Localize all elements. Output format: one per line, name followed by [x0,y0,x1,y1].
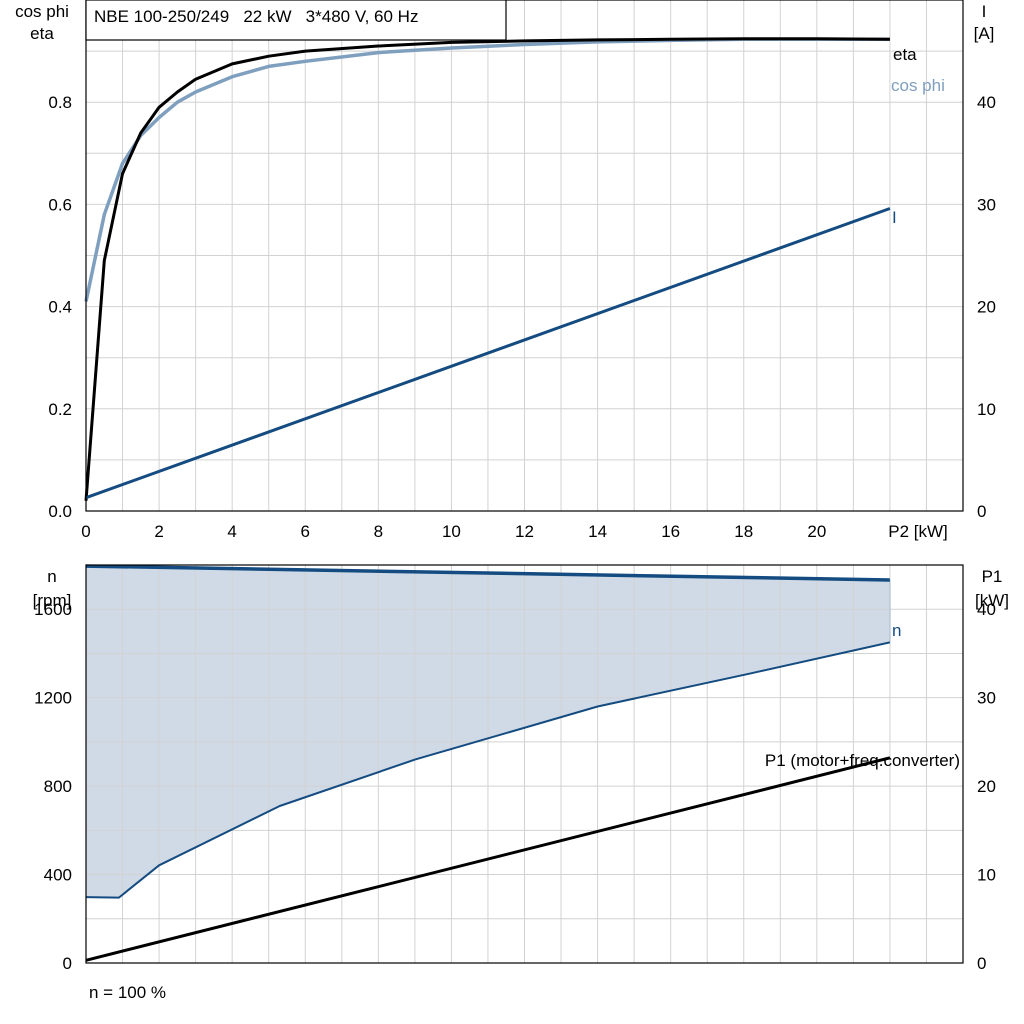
bottom-grid [86,565,963,963]
y-left-tick-label: 0.8 [48,93,72,112]
x-tick-label: 10 [442,522,461,541]
right-axis-unit-p1: [kW] [975,591,1009,610]
top-grid [86,0,963,511]
right-axis-title-p1: P1 [982,567,1003,586]
top-series [84,37,891,501]
top-tick-labels: 0 2 4 6 8 10 12 14 16 18 20 0.0 0.2 0.4 0.6 0.8 0 10 20 30 4… [48,93,996,541]
y-left-tick-label: 0.4 [48,298,72,317]
speed-tick-label: 1600 [34,600,72,619]
p1-curve [85,756,891,962]
top-panel: NBE 100-250/249 22 kW 3*480 V, 60 Hz cos… [15,0,996,541]
x-tick-label: 8 [374,522,383,541]
bottom-panel: n [rpm] P1 [kW] 0 400 800 1200 1600 0 10 20 30 40… [33,564,1009,1002]
series-label-eta: eta [893,45,917,64]
y-right-tick-label: 30 [977,195,996,214]
speed-tick-label: 0 [63,954,72,973]
p1-tick-label: 30 [977,689,996,708]
left-axis-title-cosphi: cos phi [15,2,69,21]
right-axis-unit-current: [A] [974,24,995,43]
y-left-tick-label: 0.2 [48,400,72,419]
x-tick-label: 6 [301,522,310,541]
bottom-series [85,564,891,962]
bottom-plot-frame [85,564,964,964]
y-right-tick-label: 10 [977,400,996,419]
title-box [85,0,507,41]
series-label-cosphi: cos phi [891,76,945,95]
x-tick-label: 2 [154,522,163,541]
speed-min-curve [85,641,891,899]
speed-tick-label: 800 [44,777,72,796]
p1-tick-label: 10 [977,866,996,885]
x-tick-label: 4 [227,522,236,541]
x-tick-label: 12 [515,522,534,541]
left-axis-unit-speed: [rpm] [33,591,72,610]
current-curve [85,207,891,500]
chart-title: NBE 100-250/249 22 kW 3*480 V, 60 Hz [94,7,418,26]
y-right-tick-label: 0 [977,502,986,521]
speed-max-curve [85,564,890,582]
top-plot-frame [85,0,964,512]
p1-tick-label: 40 [977,600,996,619]
left-axis-title-speed: n [47,567,56,586]
x-tick-label: 18 [734,522,753,541]
x-tick-label: 20 [807,522,826,541]
eta-curve [84,37,890,501]
series-label-p1: P1 (motor+freq.converter) [765,751,960,770]
x-tick-label: 0 [81,522,90,541]
left-axis-title-eta: eta [30,24,54,43]
right-axis-title-current: I [982,2,987,21]
p1-tick-label: 20 [977,777,996,796]
bottom-tick-labels: 0 400 800 1200 1600 0 10 20 30 40 [34,600,996,973]
x-tick-label: 14 [588,522,607,541]
series-label-current: I [892,208,897,227]
y-right-tick-label: 20 [977,298,996,317]
y-left-tick-label: 0.6 [48,195,72,214]
x-axis-title: P2 [kW] [888,522,948,541]
series-label-speed: n [892,621,901,640]
speed-tick-label: 1200 [34,689,72,708]
p1-tick-label: 0 [977,954,986,973]
y-left-tick-label: 0.0 [48,502,72,521]
footer-note: n = 100 % [89,983,166,1002]
x-tick-label: 16 [661,522,680,541]
speed-tick-label: 400 [44,866,72,885]
y-right-tick-label: 40 [977,93,996,112]
